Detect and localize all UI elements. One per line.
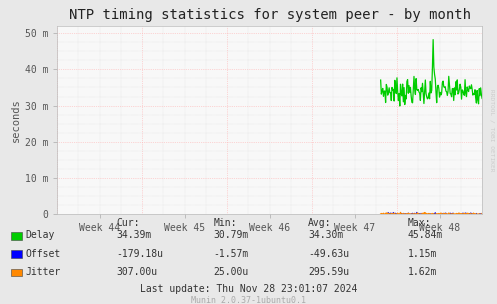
Text: 307.00u: 307.00u bbox=[117, 267, 158, 277]
Text: Delay: Delay bbox=[26, 230, 55, 240]
Text: 1.15m: 1.15m bbox=[408, 249, 437, 258]
Text: Munin 2.0.37-1ubuntu0.1: Munin 2.0.37-1ubuntu0.1 bbox=[191, 296, 306, 304]
Text: RRDTOOL / TOBI OETIKER: RRDTOOL / TOBI OETIKER bbox=[490, 89, 495, 172]
Text: 34.39m: 34.39m bbox=[117, 230, 152, 240]
Text: Cur:: Cur: bbox=[117, 219, 140, 228]
Text: Min:: Min: bbox=[214, 219, 237, 228]
Text: 30.79m: 30.79m bbox=[214, 230, 249, 240]
Title: NTP timing statistics for system peer - by month: NTP timing statistics for system peer - … bbox=[69, 8, 471, 22]
Text: Jitter: Jitter bbox=[26, 267, 61, 277]
Text: Last update: Thu Nov 28 23:01:07 2024: Last update: Thu Nov 28 23:01:07 2024 bbox=[140, 285, 357, 294]
Text: Max:: Max: bbox=[408, 219, 431, 228]
Y-axis label: seconds: seconds bbox=[10, 98, 20, 142]
Text: -179.18u: -179.18u bbox=[117, 249, 164, 258]
Text: Offset: Offset bbox=[26, 249, 61, 258]
Text: 1.62m: 1.62m bbox=[408, 267, 437, 277]
Text: Avg:: Avg: bbox=[308, 219, 331, 228]
Text: 25.00u: 25.00u bbox=[214, 267, 249, 277]
Text: -49.63u: -49.63u bbox=[308, 249, 349, 258]
Text: 34.30m: 34.30m bbox=[308, 230, 343, 240]
Text: -1.57m: -1.57m bbox=[214, 249, 249, 258]
Text: 45.84m: 45.84m bbox=[408, 230, 443, 240]
Text: 295.59u: 295.59u bbox=[308, 267, 349, 277]
